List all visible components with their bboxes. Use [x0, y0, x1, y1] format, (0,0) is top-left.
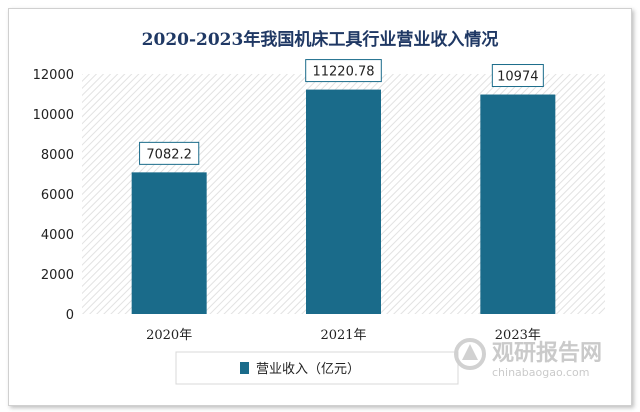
bar: [480, 94, 556, 315]
legend-swatch: [240, 362, 249, 374]
x-tick-label: 2020年: [146, 328, 192, 343]
data-label-box: [139, 141, 200, 165]
bars: [131, 89, 556, 315]
watermark-text: 观研报告网: [492, 341, 602, 366]
watermark-url: chinabaogao.com: [492, 366, 590, 379]
watermark: 观研报告网 chinabaogao.com: [454, 338, 602, 379]
y-axis-ticks: 0 2000 4000 6000 8000 10000 12000: [33, 68, 74, 323]
chart-title: 2020-2023年我国机床工具行业营业收入情况: [142, 29, 499, 50]
data-label-box: [491, 64, 544, 88]
x-tick-label: 2023年: [495, 328, 541, 343]
legend-label: 营业收入（亿元）: [256, 362, 360, 377]
y-tick-label: 10000: [33, 108, 74, 123]
legend: 营业收入（亿元）: [175, 351, 459, 385]
y-tick-label: 6000: [41, 188, 74, 203]
data-labels: 7082.2 11220.78 10974: [139, 59, 544, 165]
watermark-logo-icon: [454, 338, 486, 370]
bar: [131, 172, 207, 314]
y-tick-label: 4000: [41, 228, 74, 243]
y-tick-label: 8000: [41, 148, 74, 163]
x-tick-label: 2021年: [320, 328, 366, 343]
data-label: 10974: [497, 70, 538, 85]
bar: [306, 89, 381, 314]
data-label: 11220.78: [312, 65, 374, 80]
y-tick-label: 0: [66, 308, 74, 323]
data-label-box: [305, 59, 382, 83]
legend-box: [175, 351, 459, 385]
data-label: 7082.2: [146, 147, 192, 162]
y-tick-label: 12000: [33, 68, 74, 83]
y-tick-label: 2000: [41, 268, 74, 283]
x-axis-ticks: 2020年 2021年 2023年: [146, 328, 541, 343]
